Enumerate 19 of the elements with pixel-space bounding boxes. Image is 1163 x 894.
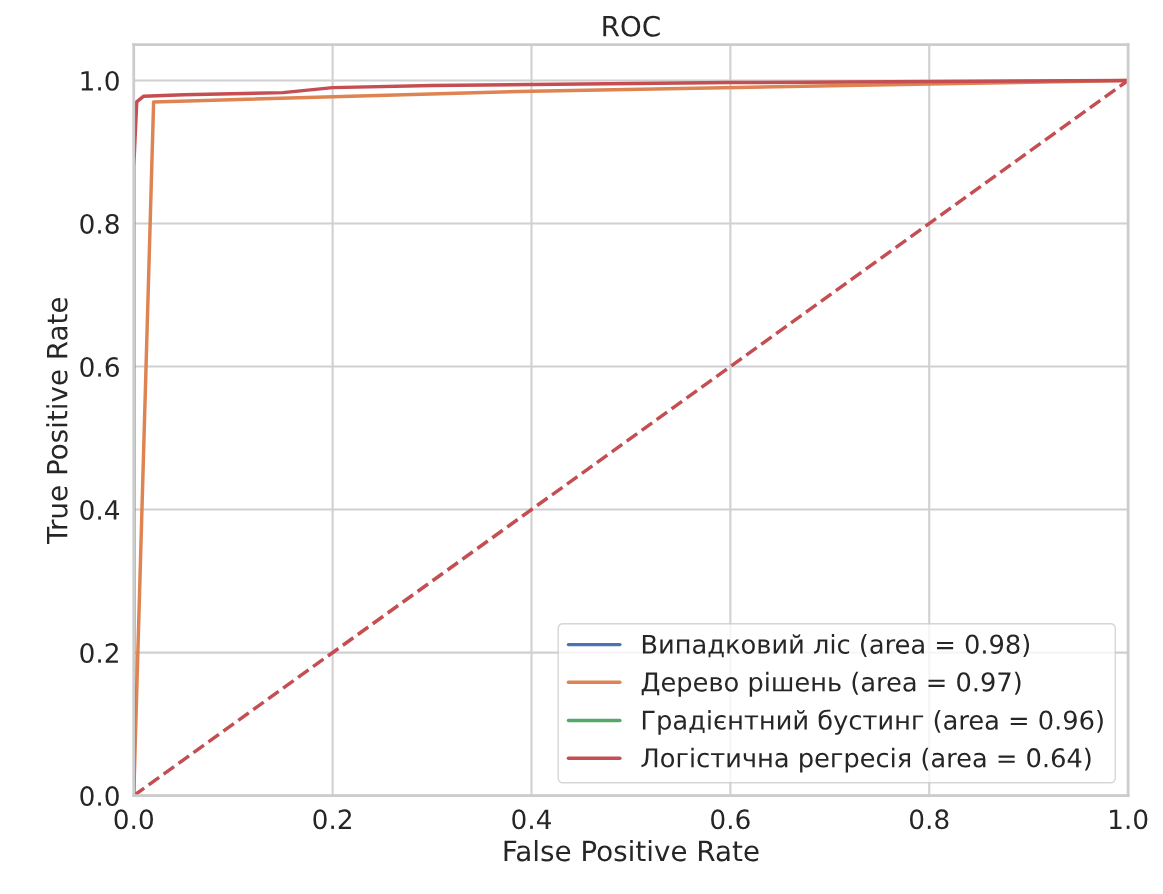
y-tick-label: 0.0 bbox=[80, 786, 119, 807]
x-tick-label: 0.6 bbox=[711, 809, 750, 830]
y-tick-label: 0.8 bbox=[80, 213, 119, 234]
x-tick-label: 0.2 bbox=[313, 809, 351, 830]
legend-label: Градієнтний бустинг (area = 0.96) bbox=[642, 709, 1103, 735]
chart-title: ROC bbox=[603, 15, 660, 37]
y-tick-label: 1.0 bbox=[81, 70, 119, 91]
x-tick-label: 1.0 bbox=[1110, 809, 1148, 830]
y-tick-label: 0.2 bbox=[80, 643, 118, 664]
y-tick-label: 0.6 bbox=[80, 356, 119, 377]
legend-label: Логістична регресія (area = 0.64) bbox=[641, 747, 1091, 773]
x-tick-label: 0.8 bbox=[909, 809, 949, 830]
x-axis-title: False Positive Rate bbox=[504, 839, 759, 862]
y-tick-label: 0.4 bbox=[80, 500, 120, 520]
legend-label: Випадковий ліс (area = 0.98) bbox=[642, 634, 1030, 658]
y-axis-title: True Positive Rate bbox=[46, 297, 68, 544]
x-tick-label: 0.4 bbox=[512, 809, 551, 830]
legend-label: Дерево рішень (area = 0.97) bbox=[641, 671, 1021, 697]
x-tick-label: 0.0 bbox=[114, 809, 153, 830]
